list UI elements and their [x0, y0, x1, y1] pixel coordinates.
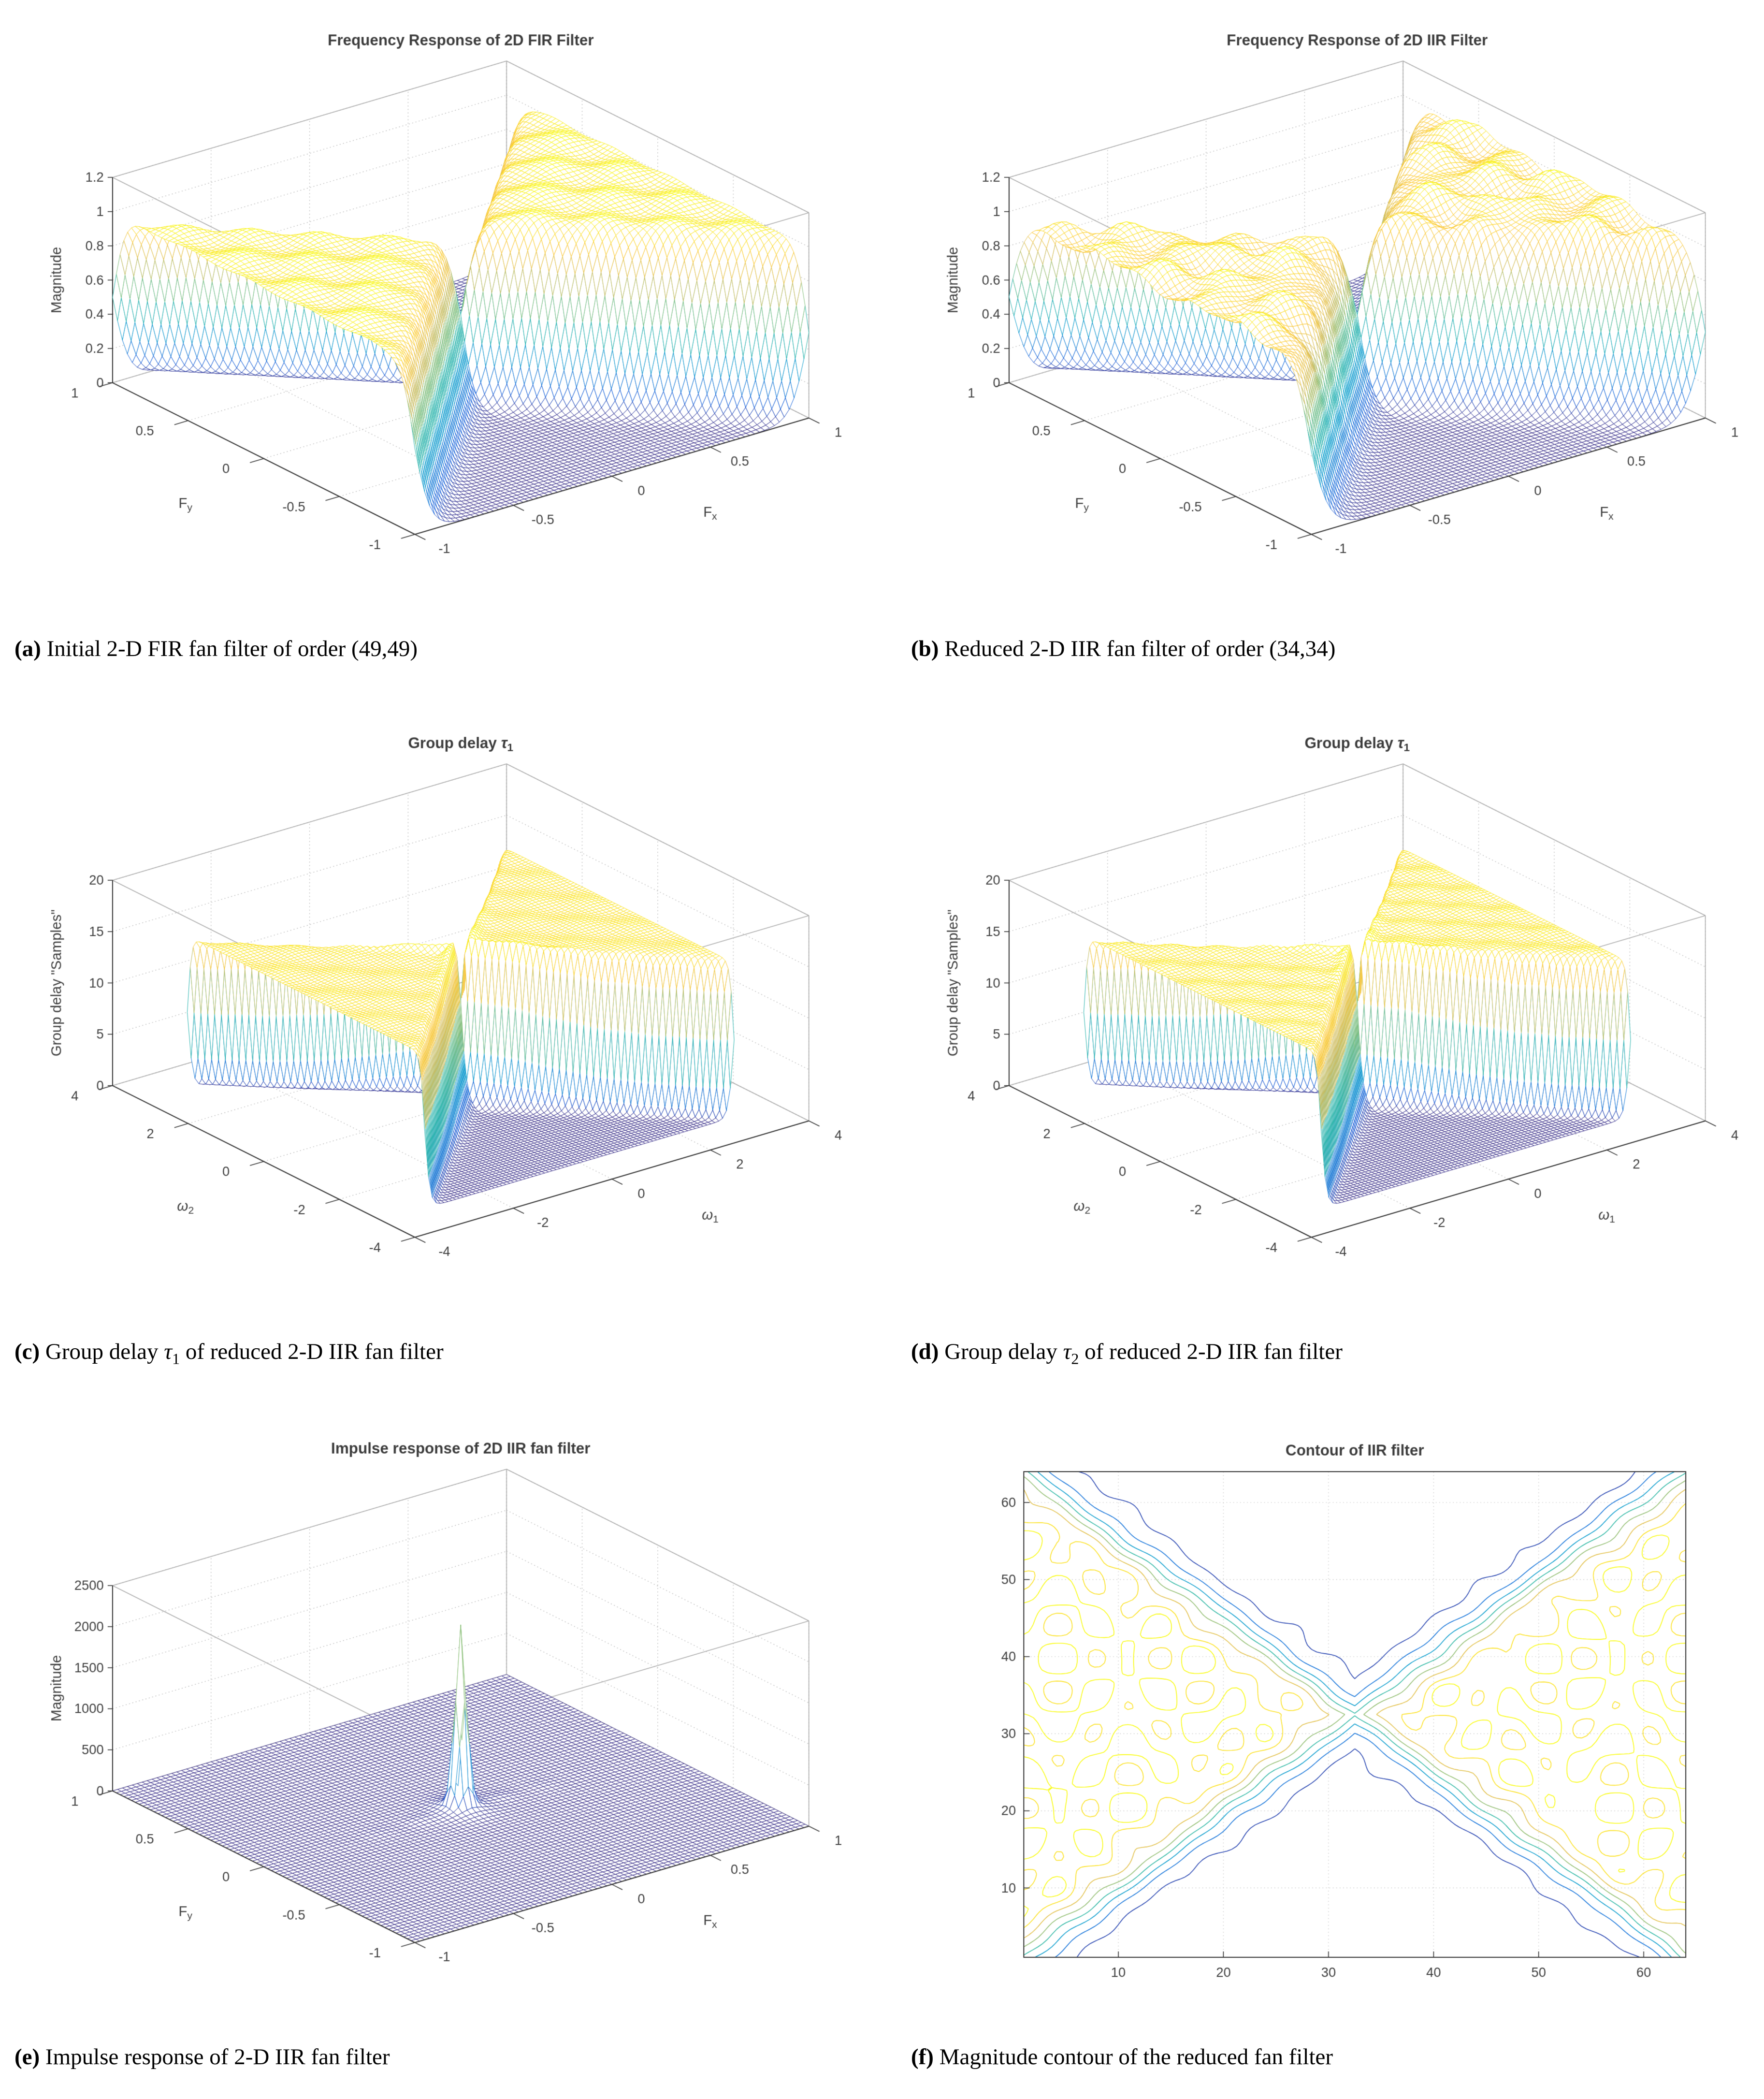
caption-b-label: (b) — [911, 636, 939, 661]
fir-frequency-response-plot-canvas — [14, 22, 853, 620]
figure-magnitude-contour: (f) Magnitude contour of the reduced fan… — [911, 1430, 1750, 2080]
caption-a: (a) Initial 2-D FIR fan filter of order … — [14, 635, 853, 663]
group-delay-tau1-plot-canvas — [14, 724, 853, 1323]
caption-c-text: Group delay τ1 of reduced 2-D IIR fan fi… — [40, 1339, 444, 1368]
caption-d-text: Group delay τ2 of reduced 2-D IIR fan fi… — [939, 1339, 1343, 1368]
iir-frequency-response-plot-canvas — [911, 22, 1750, 620]
caption-f-label: (f) — [911, 2044, 934, 2070]
caption-part: Reduced 2-D IIR fan filter of order (34,… — [939, 636, 1336, 661]
caption-c: (c) Group delay τ1 of reduced 2-D IIR fa… — [14, 1338, 853, 1369]
caption-d: (d) Group delay τ2 of reduced 2-D IIR fa… — [911, 1338, 1750, 1369]
caption-part: 2 — [1071, 1350, 1079, 1368]
caption-f-text: Magnitude contour of the reduced fan fil… — [934, 2044, 1333, 2070]
caption-e-label: (e) — [14, 2044, 40, 2070]
caption-part: Initial 2-D FIR fan filter of order (49,… — [41, 636, 418, 661]
figure-impulse-response: (e) Impulse response of 2-D IIR fan filt… — [14, 1430, 853, 2080]
caption-e: (e) Impulse response of 2-D IIR fan filt… — [14, 2043, 853, 2071]
caption-part: Group delay — [40, 1339, 164, 1364]
caption-part: τ — [1063, 1339, 1071, 1364]
figure-group-delay-tau2: (d) Group delay τ2 of reduced 2-D IIR fa… — [911, 724, 1750, 1377]
caption-e-text: Impulse response of 2-D IIR fan filter — [40, 2044, 390, 2070]
caption-a-text: Initial 2-D FIR fan filter of order (49,… — [41, 636, 418, 661]
caption-part: τ — [164, 1339, 173, 1364]
caption-part: Impulse response of 2-D IIR fan filter — [40, 2044, 390, 2070]
group-delay-tau2-plot-canvas — [911, 724, 1750, 1323]
figure-fir-frequency-response: (a) Initial 2-D FIR fan filter of order … — [14, 22, 853, 671]
caption-part: of reduced 2-D IIR fan filter — [1079, 1339, 1343, 1364]
caption-b-text: Reduced 2-D IIR fan filter of order (34,… — [939, 636, 1335, 661]
caption-part: Group delay — [939, 1339, 1063, 1364]
figure-iir-frequency-response: (b) Reduced 2-D IIR fan filter of order … — [911, 22, 1750, 671]
caption-d-label: (d) — [911, 1339, 939, 1364]
caption-part: of reduced 2-D IIR fan filter — [180, 1339, 444, 1364]
caption-part: Magnitude contour of the reduced fan fil… — [933, 2044, 1333, 2070]
caption-part: 1 — [172, 1350, 180, 1368]
magnitude-contour-plot-canvas — [911, 1430, 1750, 2029]
caption-f: (f) Magnitude contour of the reduced fan… — [911, 2043, 1750, 2071]
figure-group-delay-tau1: (c) Group delay τ1 of reduced 2-D IIR fa… — [14, 724, 853, 1377]
caption-c-label: (c) — [14, 1339, 40, 1364]
impulse-response-plot-canvas — [14, 1430, 853, 2029]
caption-a-label: (a) — [14, 636, 41, 661]
caption-b: (b) Reduced 2-D IIR fan filter of order … — [911, 635, 1750, 663]
